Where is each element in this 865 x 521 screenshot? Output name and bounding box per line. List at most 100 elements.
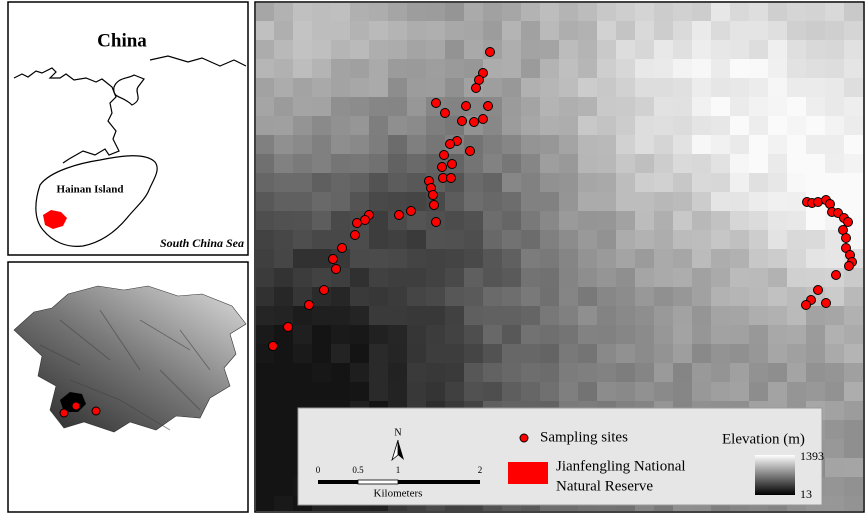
raster-cell [654, 97, 674, 117]
raster-cell [369, 116, 389, 136]
raster-cell [806, 59, 826, 79]
raster-cell [407, 2, 427, 22]
raster-cell [711, 211, 731, 231]
raster-cell [711, 363, 731, 383]
raster-cell [711, 325, 731, 345]
raster-cell [502, 382, 522, 402]
raster-cell [749, 192, 769, 212]
raster-cell [369, 135, 389, 155]
raster-cell [673, 173, 693, 193]
raster-cell [331, 287, 351, 307]
raster-cell [806, 2, 826, 22]
raster-cell [293, 192, 313, 212]
raster-cell [521, 306, 541, 326]
raster-cell [673, 192, 693, 212]
raster-cell [825, 439, 845, 459]
site-dot [332, 265, 341, 274]
raster-cell [844, 325, 864, 345]
raster-cell [464, 306, 484, 326]
raster-cell [578, 306, 598, 326]
raster-cell [407, 268, 427, 288]
raster-cell [616, 116, 636, 136]
raster-cell [749, 59, 769, 79]
raster-cell [540, 363, 560, 383]
raster-cell [274, 439, 294, 459]
legend: N 0 0.5 1 2 Kilometers Sampling sites Ji… [298, 408, 824, 505]
raster-cell [293, 116, 313, 136]
raster-cell [502, 230, 522, 250]
raster-cell [616, 97, 636, 117]
raster-cell [369, 382, 389, 402]
raster-cell [730, 363, 750, 383]
raster-cell [692, 135, 712, 155]
raster-cell [711, 59, 731, 79]
raster-cell [559, 230, 579, 250]
site-dot [486, 48, 495, 57]
raster-cell [388, 344, 408, 364]
raster-cell [293, 249, 313, 269]
raster-cell [654, 344, 674, 364]
site-dot [329, 255, 338, 264]
raster-cell [521, 2, 541, 22]
raster-cell [787, 154, 807, 174]
raster-cell [616, 344, 636, 364]
raster-cell [806, 135, 826, 155]
raster-cell [464, 287, 484, 307]
raster-cell [255, 154, 275, 174]
raster-cell [768, 192, 788, 212]
sites-label: Sampling sites [540, 429, 628, 445]
raster-cell [350, 97, 370, 117]
raster-cell [255, 306, 275, 326]
raster-cell [388, 97, 408, 117]
raster-cell [521, 40, 541, 60]
raster-cell [407, 154, 427, 174]
raster-cell [521, 192, 541, 212]
raster-cell [331, 192, 351, 212]
raster-cell [844, 154, 864, 174]
raster-cell [426, 306, 446, 326]
raster-cell [521, 97, 541, 117]
raster-cell [730, 287, 750, 307]
raster-cell [844, 344, 864, 364]
site-dot [338, 244, 347, 253]
raster-cell [331, 59, 351, 79]
raster-cell [426, 40, 446, 60]
reserve-label: Natural Reserve [556, 478, 653, 494]
raster-cell [559, 173, 579, 193]
raster-cell [274, 420, 294, 440]
raster-cell [692, 382, 712, 402]
raster-cell [350, 306, 370, 326]
raster-cell [559, 21, 579, 41]
raster-cell [597, 230, 617, 250]
raster-cell [274, 173, 294, 193]
raster-cell [749, 154, 769, 174]
raster-cell [312, 230, 332, 250]
reserve-inset [8, 262, 248, 512]
raster-cell [255, 401, 275, 421]
raster-cell [825, 154, 845, 174]
raster-cell [312, 192, 332, 212]
raster-cell [559, 2, 579, 22]
raster-cell [673, 249, 693, 269]
raster-cell [749, 116, 769, 136]
raster-cell [255, 192, 275, 212]
raster-cell [464, 249, 484, 269]
raster-cell [445, 59, 465, 79]
raster-cell [274, 287, 294, 307]
raster-cell [654, 78, 674, 98]
raster-cell [293, 154, 313, 174]
raster-cell [768, 211, 788, 231]
raster-cell [502, 249, 522, 269]
raster-cell [255, 59, 275, 79]
raster-cell [597, 2, 617, 22]
raster-cell [730, 97, 750, 117]
raster-cell [274, 154, 294, 174]
raster-cell [787, 363, 807, 383]
raster-cell [293, 2, 313, 22]
raster-cell [312, 211, 332, 231]
raster-cell [369, 363, 389, 383]
raster-cell [445, 249, 465, 269]
raster-cell [635, 78, 655, 98]
raster-cell [350, 173, 370, 193]
raster-cell [388, 59, 408, 79]
